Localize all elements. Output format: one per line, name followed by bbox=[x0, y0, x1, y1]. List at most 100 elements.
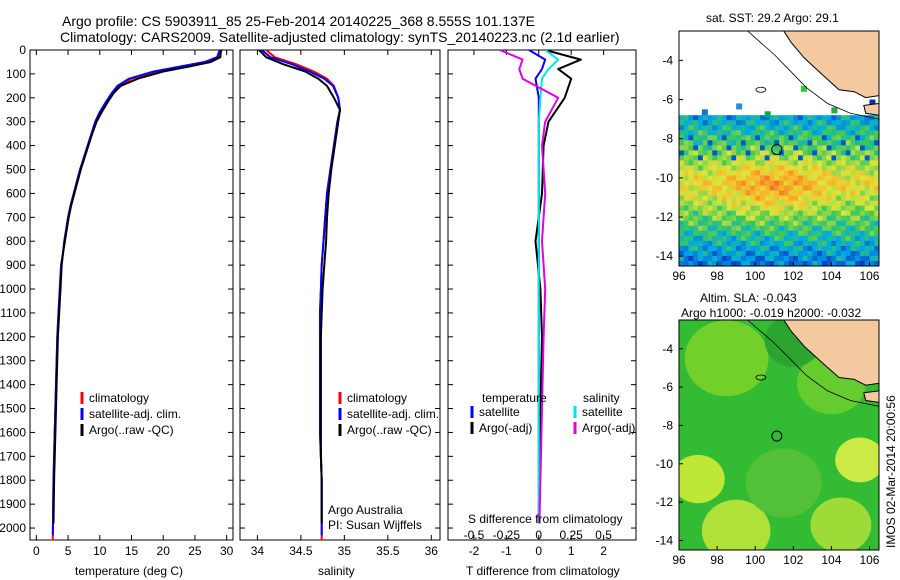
x-tick-label: 0 bbox=[535, 544, 542, 558]
sst-cell bbox=[840, 190, 847, 197]
sst-cell bbox=[698, 245, 704, 252]
sst-cell bbox=[755, 195, 761, 202]
sst-cell bbox=[702, 245, 709, 252]
sst-cell bbox=[769, 190, 775, 197]
sst-cell bbox=[826, 160, 832, 166]
sst-cell bbox=[864, 165, 871, 172]
x-tick-label: 104 bbox=[821, 269, 841, 283]
sst-cell bbox=[683, 175, 690, 182]
sst-cell bbox=[850, 175, 856, 182]
y-tick-label: 1400 bbox=[0, 378, 26, 392]
sst-cell bbox=[683, 165, 690, 172]
sst-cell bbox=[698, 205, 704, 212]
sst-cell bbox=[726, 200, 732, 207]
sst-cell bbox=[764, 160, 771, 166]
sst-cell bbox=[688, 215, 694, 222]
sst-cell bbox=[712, 130, 718, 136]
sst-cell bbox=[869, 180, 875, 187]
sst-cell bbox=[774, 130, 780, 136]
sst-cell bbox=[769, 185, 775, 192]
sst-cell bbox=[860, 195, 866, 202]
sla-anomaly bbox=[701, 499, 771, 550]
sst-cell bbox=[717, 185, 723, 192]
sst-cell bbox=[798, 205, 804, 212]
sst-cell bbox=[793, 250, 799, 257]
sst-cell bbox=[769, 135, 775, 141]
sst-cell bbox=[779, 180, 785, 187]
sst-cell bbox=[793, 140, 799, 146]
sst-cell bbox=[869, 255, 875, 262]
sst-cell bbox=[712, 135, 718, 141]
sst-cell bbox=[731, 115, 737, 121]
sst-cell bbox=[683, 120, 690, 126]
sst-cell bbox=[731, 220, 737, 227]
sst-cell bbox=[726, 210, 732, 217]
sst-cell bbox=[750, 235, 756, 242]
sst-cell bbox=[826, 225, 832, 232]
sst-cell bbox=[874, 245, 879, 252]
sst-cell bbox=[726, 240, 732, 247]
sst-cell bbox=[788, 160, 794, 166]
sst-cell bbox=[798, 215, 804, 222]
sst-cell bbox=[760, 130, 766, 136]
sst-cell bbox=[802, 180, 809, 187]
sst-cell bbox=[721, 160, 728, 166]
sst-cell bbox=[793, 205, 799, 212]
sst-cell bbox=[821, 190, 828, 197]
sst-cell bbox=[874, 125, 879, 131]
sst-cell bbox=[826, 230, 832, 237]
sst-cell bbox=[707, 245, 713, 252]
sst-cell bbox=[688, 190, 694, 197]
sst-cell bbox=[855, 180, 861, 187]
sst-cell bbox=[717, 255, 723, 262]
sst-cell bbox=[817, 240, 823, 247]
sst-cell bbox=[817, 125, 823, 131]
sst-cell bbox=[845, 140, 852, 146]
sst-cell bbox=[683, 160, 690, 166]
sst-cell bbox=[821, 180, 828, 187]
sst-cell bbox=[745, 165, 752, 172]
sst-cell bbox=[707, 250, 713, 257]
sst-cell bbox=[850, 120, 856, 126]
sst-cell bbox=[788, 135, 794, 141]
sst-cell bbox=[845, 135, 852, 141]
temperature-panel: 0 5 10 15 20 25 300100200300400500600700800900… bbox=[0, 43, 234, 558]
sst-cell bbox=[698, 210, 704, 217]
sst-cell bbox=[793, 220, 799, 227]
sst-cell bbox=[774, 245, 780, 252]
sst-cell bbox=[745, 235, 752, 242]
sst-cell bbox=[764, 255, 771, 262]
sst-cell bbox=[712, 180, 718, 187]
salinity-xlabel: salinity bbox=[318, 564, 355, 578]
sst-cell bbox=[679, 261, 685, 266]
sst-cell bbox=[698, 150, 704, 156]
sst-cell bbox=[836, 215, 842, 222]
sst-cell bbox=[755, 230, 761, 237]
sst-cell bbox=[864, 245, 871, 252]
temperature-xlabel: temperature (deg C) bbox=[75, 564, 183, 578]
sst-cell bbox=[693, 120, 699, 126]
x-tick-label: 0 bbox=[33, 544, 40, 558]
sst-cell bbox=[760, 150, 766, 156]
sst-cell bbox=[836, 240, 842, 247]
sst-cell bbox=[850, 240, 856, 247]
sst-cell bbox=[864, 130, 871, 136]
sst-cell bbox=[693, 140, 699, 146]
sst-cell bbox=[731, 235, 737, 242]
sst-cell bbox=[855, 235, 861, 242]
sst-cell bbox=[831, 150, 837, 156]
sst-cell bbox=[736, 235, 742, 242]
sst-cell bbox=[874, 115, 879, 121]
x-tick-label: 34.5 bbox=[289, 544, 313, 558]
sst-cell bbox=[826, 145, 832, 151]
sst-cell bbox=[783, 225, 790, 232]
sst-cell bbox=[688, 220, 694, 227]
sst-cell bbox=[712, 145, 718, 151]
sst-cell bbox=[769, 120, 775, 126]
sst-cell bbox=[864, 205, 871, 212]
sst-cell bbox=[726, 115, 732, 121]
sst-cell bbox=[788, 120, 794, 126]
sst-cell bbox=[869, 215, 875, 222]
sst-cell bbox=[736, 160, 742, 166]
sst-cell bbox=[783, 165, 790, 172]
